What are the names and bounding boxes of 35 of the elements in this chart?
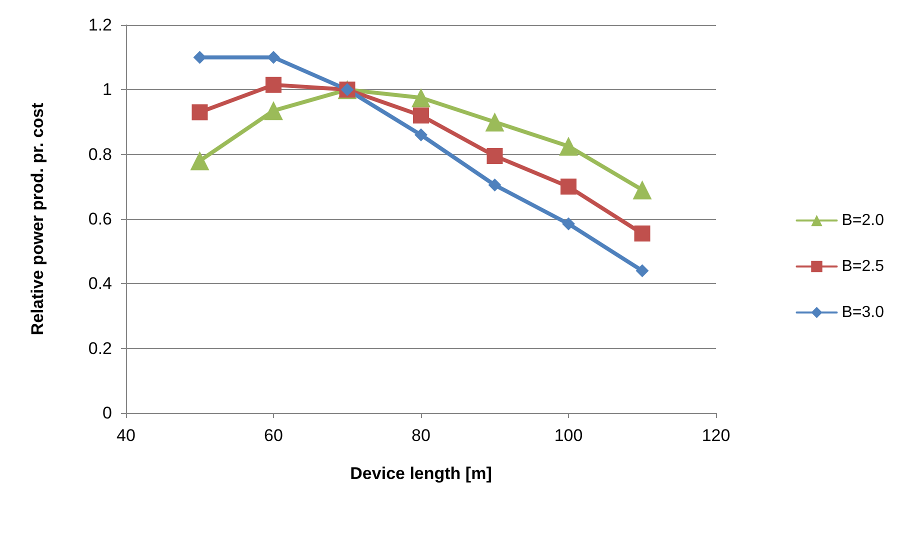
legend-label: B=2.0 (842, 212, 884, 229)
x-tick-label: 40 (116, 426, 136, 445)
x-tick-label: 60 (264, 426, 283, 445)
x-tick-label: 100 (554, 426, 583, 445)
y-tick-label: 1 (102, 80, 112, 100)
point (562, 217, 575, 230)
y-tick-label: 0.2 (88, 338, 112, 358)
y-tick-label: 0.8 (88, 144, 112, 164)
legend-label: B=2.5 (842, 258, 884, 275)
point (267, 50, 280, 64)
point (414, 128, 428, 142)
x-tick-label: 120 (702, 426, 730, 445)
legend-label: B=3.0 (842, 304, 884, 321)
point (636, 264, 649, 278)
point (560, 178, 576, 195)
point (412, 88, 430, 108)
point (486, 148, 503, 164)
y-tick-label: 0 (102, 404, 112, 422)
y-tick-label: 0.4 (88, 274, 112, 294)
point (632, 180, 652, 200)
point (413, 108, 429, 124)
point (193, 50, 206, 64)
x-tick-label: 80 (412, 426, 430, 445)
x-axis-title: Device length [m] (350, 464, 492, 483)
y-axis-title: Relative power prod. pr. cost (28, 102, 47, 336)
point (190, 151, 210, 170)
y-tick-label: 0.6 (88, 210, 112, 228)
point (488, 178, 502, 192)
point (264, 101, 283, 120)
y-tick-label: 1.2 (88, 16, 112, 34)
point (559, 136, 578, 156)
point (266, 76, 282, 93)
point (192, 104, 208, 120)
point (634, 226, 650, 242)
point (485, 112, 504, 132)
